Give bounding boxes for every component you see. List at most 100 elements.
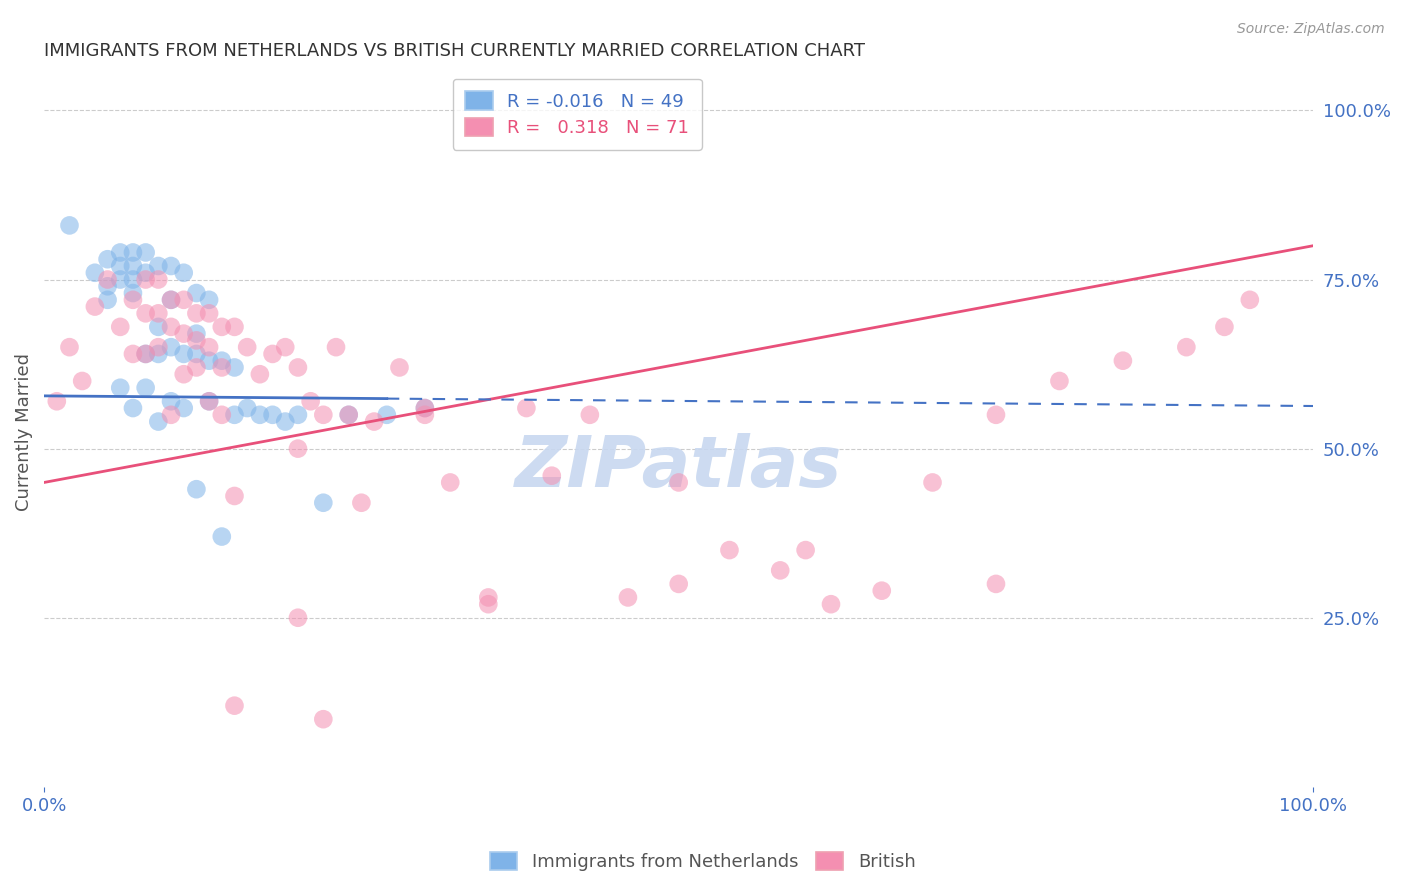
- Point: [477, 591, 499, 605]
- Point: [160, 319, 183, 334]
- Point: [249, 408, 271, 422]
- Point: [173, 266, 195, 280]
- Point: [794, 543, 817, 558]
- Point: [186, 326, 208, 341]
- Point: [148, 340, 170, 354]
- Point: [135, 347, 157, 361]
- Point: [122, 347, 145, 361]
- Point: [984, 408, 1007, 422]
- Point: [617, 591, 640, 605]
- Point: [1049, 374, 1071, 388]
- Point: [211, 353, 233, 368]
- Point: [312, 496, 335, 510]
- Point: [122, 286, 145, 301]
- Point: [350, 496, 373, 510]
- Point: [97, 279, 120, 293]
- Point: [83, 266, 105, 280]
- Point: [375, 408, 398, 422]
- Point: [312, 712, 335, 726]
- Point: [186, 286, 208, 301]
- Point: [148, 347, 170, 361]
- Point: [1175, 340, 1198, 354]
- Point: [186, 482, 208, 496]
- Point: [148, 415, 170, 429]
- Point: [135, 266, 157, 280]
- Point: [135, 381, 157, 395]
- Point: [274, 415, 297, 429]
- Point: [312, 408, 335, 422]
- Text: ZIPatlas: ZIPatlas: [515, 433, 842, 501]
- Point: [236, 340, 259, 354]
- Point: [1239, 293, 1261, 307]
- Point: [337, 408, 360, 422]
- Point: [97, 272, 120, 286]
- Point: [477, 597, 499, 611]
- Point: [45, 394, 67, 409]
- Point: [83, 300, 105, 314]
- Point: [135, 306, 157, 320]
- Point: [363, 415, 385, 429]
- Point: [122, 272, 145, 286]
- Point: [198, 340, 221, 354]
- Point: [160, 408, 183, 422]
- Point: [110, 245, 132, 260]
- Point: [388, 360, 411, 375]
- Point: [122, 259, 145, 273]
- Point: [70, 374, 93, 388]
- Point: [325, 340, 347, 354]
- Point: [110, 259, 132, 273]
- Point: [186, 334, 208, 348]
- Point: [198, 394, 221, 409]
- Y-axis label: Currently Married: Currently Married: [15, 352, 32, 511]
- Point: [224, 489, 246, 503]
- Point: [579, 408, 602, 422]
- Point: [97, 293, 120, 307]
- Point: [122, 245, 145, 260]
- Point: [211, 408, 233, 422]
- Point: [413, 401, 436, 415]
- Point: [668, 577, 690, 591]
- Point: [718, 543, 741, 558]
- Point: [122, 401, 145, 415]
- Point: [198, 306, 221, 320]
- Point: [198, 394, 221, 409]
- Point: [211, 360, 233, 375]
- Point: [160, 293, 183, 307]
- Point: [287, 408, 309, 422]
- Point: [274, 340, 297, 354]
- Point: [540, 468, 562, 483]
- Point: [186, 360, 208, 375]
- Point: [236, 401, 259, 415]
- Point: [148, 306, 170, 320]
- Point: [870, 583, 893, 598]
- Point: [148, 259, 170, 273]
- Point: [135, 272, 157, 286]
- Point: [224, 360, 246, 375]
- Point: [160, 394, 183, 409]
- Point: [1213, 319, 1236, 334]
- Point: [148, 272, 170, 286]
- Legend: Immigrants from Netherlands, British: Immigrants from Netherlands, British: [484, 845, 922, 879]
- Point: [135, 245, 157, 260]
- Point: [135, 347, 157, 361]
- Point: [299, 394, 322, 409]
- Point: [211, 530, 233, 544]
- Point: [439, 475, 461, 490]
- Point: [186, 347, 208, 361]
- Point: [287, 611, 309, 625]
- Point: [984, 577, 1007, 591]
- Point: [110, 319, 132, 334]
- Point: [58, 219, 80, 233]
- Point: [668, 475, 690, 490]
- Point: [148, 319, 170, 334]
- Point: [262, 347, 284, 361]
- Point: [413, 408, 436, 422]
- Point: [224, 319, 246, 334]
- Text: Source: ZipAtlas.com: Source: ZipAtlas.com: [1237, 22, 1385, 37]
- Point: [160, 293, 183, 307]
- Point: [173, 401, 195, 415]
- Point: [122, 293, 145, 307]
- Point: [287, 360, 309, 375]
- Point: [224, 698, 246, 713]
- Point: [198, 293, 221, 307]
